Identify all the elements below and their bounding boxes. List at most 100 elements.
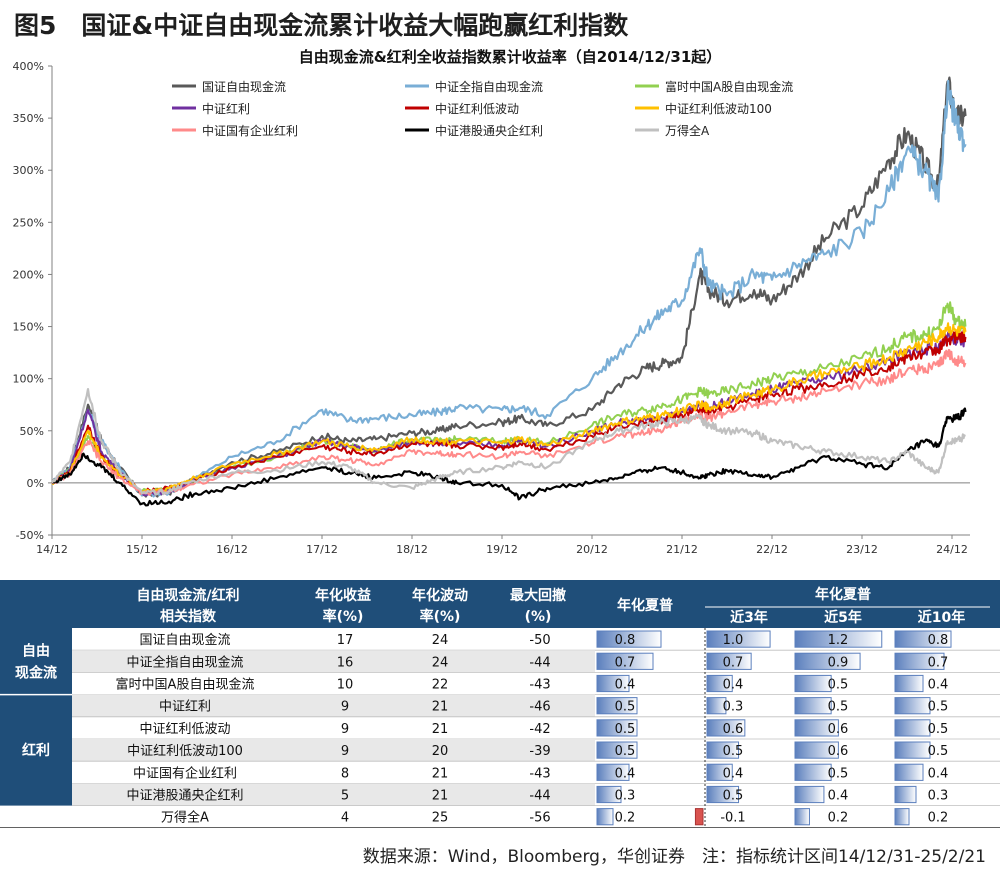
series-line-0 [51, 76, 967, 498]
row-name: 中证红利低波动 [139, 721, 230, 737]
x-tick-label: 14/12 [36, 543, 68, 556]
row-shade [72, 739, 595, 762]
sharpe10y-value: 0.4 [928, 678, 949, 693]
sharpe-bar [596, 697, 638, 715]
y-tick-label: 400% [13, 60, 44, 73]
sharpe-bar [596, 763, 630, 781]
series-line-1 [51, 79, 967, 498]
series-line-8 [51, 388, 966, 496]
sharpe3y-value: 0.6 [723, 722, 744, 737]
sharpe3y-bar [706, 741, 740, 759]
legend-label: 万得全A [665, 123, 710, 138]
line-chart: 自由现金流&红利全收益指数累计收益率（自2014/12/31起） -50% 0% 50… [13, 48, 970, 556]
row-name: 中证全指自由现金流 [126, 654, 243, 670]
sharpe3y-value: 0.4 [723, 766, 744, 781]
sharpe-value: 0.5 [615, 722, 636, 737]
row-drawdown: -43 [529, 766, 550, 781]
y-tick-label: 300% [13, 164, 44, 177]
sharpe10y-value: 0.5 [928, 744, 949, 759]
legend-label: 富时中国A股自由现金流 [665, 79, 793, 94]
sharpe3y-value: 0.4 [723, 678, 744, 693]
row-return: 5 [341, 789, 349, 804]
row-drawdown: -46 [529, 700, 550, 715]
sharpe3y-bar [694, 808, 704, 826]
row-volatility: 21 [432, 766, 449, 781]
sharpe5y-bar [794, 630, 883, 648]
sharpe5y-bar [794, 763, 832, 781]
col-header-drawdown: (%) [525, 609, 552, 625]
legend-label: 中证红利低波动100 [665, 101, 772, 116]
row-drawdown: -56 [529, 811, 550, 826]
sharpe5y-value: 1.2 [828, 633, 849, 648]
col-header-10y: 近10年 [918, 609, 965, 626]
row-drawdown: -44 [529, 655, 550, 670]
row-volatility: 21 [432, 789, 449, 804]
sharpe-value: 0.2 [615, 811, 636, 826]
row-return: 9 [341, 722, 349, 737]
sharpe10y-bar [894, 719, 931, 737]
y-tick-label: 200% [13, 268, 44, 281]
sharpe10y-bar [894, 630, 952, 648]
source-note: 数据来源：Wind，Bloomberg，华创证券 注：指标统计区间14/12/3… [362, 847, 986, 867]
sharpe-value: 0.4 [615, 678, 636, 693]
sharpe10y-bar [894, 652, 945, 670]
sharpe-value: 0.7 [615, 655, 636, 670]
sharpe5y-value: 0.5 [828, 766, 849, 781]
row-volatility: 24 [432, 633, 449, 648]
legend-label: 中证港股通央企红利 [435, 123, 543, 138]
sharpe5y-bar [794, 674, 832, 693]
sharpe3y-value: 0.5 [723, 744, 744, 759]
sharpe3y-value: 0.7 [723, 655, 744, 670]
col-header-return: 年化收益 [315, 587, 371, 604]
row-return: 8 [341, 766, 349, 781]
legend-label: 中证红利 [202, 101, 250, 116]
y-tick-label: 250% [13, 216, 44, 229]
sharpe10y-value: 0.8 [928, 633, 949, 648]
sharpe-bar [596, 719, 638, 737]
row-volatility: 24 [432, 655, 449, 670]
sharpe5y-value: 0.6 [828, 722, 849, 737]
legend-label: 国证自由现金流 [202, 79, 286, 94]
sharpe5y-bar [794, 808, 810, 826]
x-tick-label: 23/12 [846, 543, 878, 556]
row-return: 16 [337, 655, 354, 670]
row-volatility: 22 [432, 678, 449, 693]
sharpe3y-value: -0.1 [720, 811, 745, 826]
sharpe-value: 0.3 [615, 789, 636, 804]
sharpe3y-bar [706, 719, 746, 737]
sharpe10y-value: 0.4 [928, 766, 949, 781]
group-label: 自由 [22, 642, 50, 659]
x-tick-label: 24/12 [936, 543, 968, 556]
x-tick-label: 21/12 [666, 543, 698, 556]
sharpe10y-bar [894, 697, 931, 715]
row-name: 万得全A [161, 810, 209, 826]
series-line-2 [51, 301, 967, 494]
row-return: 17 [337, 633, 354, 648]
row-return: 4 [341, 811, 349, 826]
col-header-sharpe: 年化夏普 [617, 597, 673, 614]
col-header-name: 相关指数 [160, 608, 217, 625]
row-drawdown: -44 [529, 789, 550, 804]
group-column-bg [0, 628, 72, 806]
row-shade [72, 650, 595, 673]
row-drawdown: -42 [529, 722, 550, 737]
row-volatility: 21 [432, 722, 449, 737]
y-tick-label: -50% [16, 529, 44, 542]
y-tick-label: 50% [20, 425, 44, 438]
x-tick-label: 20/12 [576, 543, 608, 556]
x-tick-label: 19/12 [486, 543, 518, 556]
sharpe-bar [596, 652, 654, 670]
legend-label: 中证国有企业红利 [202, 123, 298, 138]
row-return: 9 [341, 700, 349, 715]
row-volatility: 20 [432, 744, 449, 759]
x-tick-label: 22/12 [756, 543, 788, 556]
sharpe3y-bar [706, 674, 733, 693]
col-header-volatility: 年化波动 [412, 587, 468, 604]
row-name: 中证港股通央企红利 [126, 788, 243, 804]
sharpe5y-bar [794, 719, 839, 737]
sharpe3y-value: 0.5 [723, 789, 744, 804]
sharpe10y-bar [894, 763, 924, 781]
row-name: 国证自由现金流 [139, 632, 230, 648]
col-header-name: 自由现金流/红利 [136, 587, 239, 604]
y-tick-label: 100% [13, 373, 44, 386]
